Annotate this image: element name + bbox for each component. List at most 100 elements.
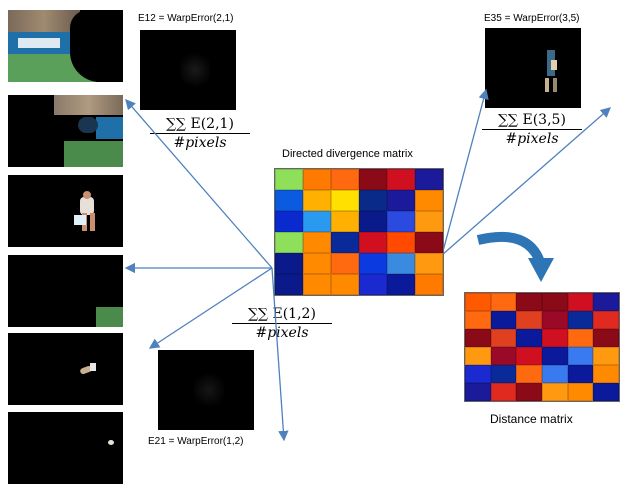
- matrix-cell: [415, 232, 443, 253]
- warp-error-thumb-e12: [140, 30, 236, 110]
- formula-e12: ∑∑ E(1,2) #pixels: [232, 306, 332, 341]
- matrix-cell: [465, 293, 491, 311]
- matrix-cell: [567, 329, 594, 347]
- label-e35: E35 = WarpError(3,5): [484, 13, 580, 24]
- matrix-cell: [359, 169, 387, 190]
- matrix-cell: [387, 190, 415, 211]
- matrix-cell: [465, 311, 491, 329]
- matrix-cell: [593, 383, 619, 401]
- matrix-cell: [567, 293, 594, 311]
- matrix-cell: [490, 383, 517, 401]
- matrix-cell: [465, 329, 491, 347]
- formula-e35-denominator: #pixels: [505, 131, 559, 147]
- matrix-cell: [387, 169, 415, 190]
- matrix-cell: [541, 365, 568, 383]
- matrix-cell: [275, 253, 303, 274]
- matrix-cell: [415, 274, 443, 295]
- arrow-to-e35: [441, 107, 611, 256]
- directed-divergence-matrix: [274, 168, 444, 296]
- video-frame-6: [8, 412, 123, 484]
- matrix-cell: [275, 274, 303, 295]
- matrix-cell: [567, 383, 594, 401]
- matrix-cell: [303, 253, 331, 274]
- matrix-cell: [516, 383, 542, 401]
- video-frame-5: [8, 333, 123, 405]
- matrix-cell: [303, 211, 331, 232]
- matrix-cell: [593, 311, 619, 329]
- warp-error-thumb-e35: [485, 28, 581, 108]
- matrix-cell: [541, 293, 568, 311]
- matrix-cell: [359, 274, 387, 295]
- matrix-cell: [541, 347, 568, 365]
- video-frame-2: [8, 95, 123, 167]
- matrix-cell: [541, 329, 568, 347]
- matrix-cell: [465, 347, 491, 365]
- video-frame-3: [8, 175, 123, 247]
- matrix-cell: [490, 293, 517, 311]
- matrix-cell: [516, 347, 542, 365]
- matrix-cell: [387, 274, 415, 295]
- matrix-cell: [465, 383, 491, 401]
- formula-e21-numerator: ∑∑ E(2,1): [150, 116, 250, 134]
- matrix-cell: [415, 190, 443, 211]
- matrix-cell: [303, 190, 331, 211]
- distance-matrix-title: Distance matrix: [490, 412, 573, 426]
- matrix-cell: [516, 311, 542, 329]
- formula-e21: ∑∑ E(2,1) #pixels: [150, 116, 250, 151]
- matrix-cell: [303, 232, 331, 253]
- matrix-cell: [516, 293, 542, 311]
- distance-matrix: [464, 292, 620, 402]
- matrix-cell: [275, 211, 303, 232]
- formula-e12-denominator: #pixels: [255, 325, 309, 341]
- arrow-to-e35-left: [441, 88, 489, 256]
- matrix-cell: [593, 293, 619, 311]
- warp-error-thumb-e21: [158, 350, 254, 430]
- matrix-cell: [415, 253, 443, 274]
- formula-e21-denominator: #pixels: [173, 135, 227, 151]
- matrix-cell: [331, 253, 359, 274]
- video-frame-4: [8, 255, 123, 327]
- matrix-cell: [359, 253, 387, 274]
- matrix-cell: [567, 365, 594, 383]
- matrix-cell: [275, 232, 303, 253]
- matrix-cell: [567, 347, 594, 365]
- matrix-cell: [516, 365, 542, 383]
- directed-matrix-title: Directed divergence matrix: [282, 148, 413, 160]
- matrix-cell: [465, 365, 491, 383]
- matrix-cell: [275, 169, 303, 190]
- arrow-to-e21: [271, 267, 289, 442]
- matrix-cell: [303, 274, 331, 295]
- formula-e35-numerator: ∑∑ E(3,5): [482, 112, 582, 130]
- matrix-cell: [415, 169, 443, 190]
- arrow-to-e21-left: [148, 267, 273, 349]
- arrow-to-e12: [125, 99, 273, 269]
- matrix-cell: [359, 211, 387, 232]
- video-frame-1: [8, 10, 123, 82]
- matrix-cell: [331, 211, 359, 232]
- matrix-cell: [593, 347, 619, 365]
- formula-e12-numerator: ∑∑ E(1,2): [232, 306, 332, 324]
- matrix-cell: [567, 311, 594, 329]
- matrix-cell: [331, 190, 359, 211]
- matrix-cell: [331, 232, 359, 253]
- matrix-cell: [490, 347, 517, 365]
- matrix-cell: [490, 311, 517, 329]
- matrix-cell: [303, 169, 331, 190]
- curved-arrow-head: [528, 258, 554, 282]
- matrix-cell: [516, 329, 542, 347]
- label-e21: E21 = WarpError(1,2): [148, 436, 244, 447]
- matrix-cell: [415, 211, 443, 232]
- matrix-cell: [387, 232, 415, 253]
- matrix-cell: [387, 253, 415, 274]
- matrix-cell: [541, 383, 568, 401]
- matrix-cell: [541, 311, 568, 329]
- matrix-cell: [593, 365, 619, 383]
- curved-arrow: [476, 231, 545, 264]
- matrix-cell: [331, 169, 359, 190]
- matrix-cell: [331, 274, 359, 295]
- matrix-cell: [359, 232, 387, 253]
- matrix-cell: [275, 190, 303, 211]
- matrix-cell: [490, 365, 517, 383]
- matrix-cell: [593, 329, 619, 347]
